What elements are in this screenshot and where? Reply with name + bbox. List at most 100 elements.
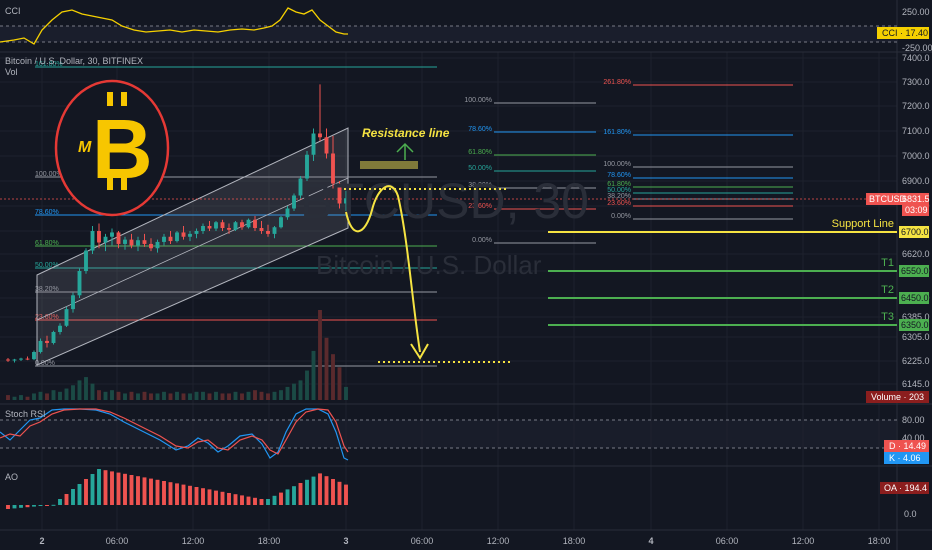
volume-bar <box>246 391 251 400</box>
volume-bar <box>129 391 134 400</box>
ao-tick: 0.0 <box>904 509 917 519</box>
candle-body <box>240 222 244 228</box>
fib-level-label: 23.60% <box>35 314 59 321</box>
time-tick-label: 3 <box>343 536 348 546</box>
volume-bar <box>149 393 153 400</box>
ao-bar <box>155 479 160 505</box>
price-tick-label: 7400.0 <box>902 53 930 63</box>
time-tick-label: 06:00 <box>716 536 739 546</box>
cci-title: CCI <box>5 6 21 16</box>
ao-bar <box>45 505 49 506</box>
candle-body <box>253 219 257 228</box>
current-price-value: 6831.5 <box>902 194 930 204</box>
price-tick-label: 6620.0 <box>902 249 930 259</box>
candle-body <box>103 236 108 243</box>
time-tick-label: 12:00 <box>487 536 510 546</box>
price-tick-label: 6305.0 <box>902 332 930 342</box>
fib-retracement-middle[interactable]: 100.00% 78.60% 61.80% 50.00% 38.20% 23.60% 0.0… <box>464 97 596 244</box>
ao-bar <box>181 484 186 505</box>
ao-bar <box>142 477 147 505</box>
t2-price-tag <box>899 292 929 304</box>
fib-level-label: 61.80% <box>468 149 492 156</box>
ao-bar <box>6 505 10 509</box>
volume-bar <box>168 393 173 400</box>
candle-body <box>97 231 101 243</box>
resistance-zone[interactable] <box>360 161 418 169</box>
volume-bar <box>240 393 244 400</box>
ao-bar <box>136 476 140 505</box>
ao-bar <box>175 483 179 505</box>
regression-midline <box>36 177 349 321</box>
price-tick-label: 7000.0 <box>902 151 930 161</box>
fib-level-label: 50.00% <box>35 262 59 269</box>
candle-body <box>207 226 212 229</box>
candle-body <box>6 359 10 361</box>
volume-bar <box>298 380 303 400</box>
candle-body <box>71 295 75 310</box>
volume-bar <box>136 393 140 400</box>
t2-price-text: 6450.0 <box>901 293 929 303</box>
bitcoin-logo: M B <box>54 79 170 217</box>
stoch-k-tag <box>884 452 929 464</box>
ao-bar <box>337 481 342 505</box>
ao-bar <box>129 475 134 505</box>
volume-bar <box>64 388 69 400</box>
time-tick-label: 18:00 <box>868 536 891 546</box>
candle-body <box>142 240 147 244</box>
candle-body <box>298 178 303 196</box>
candle-body <box>110 232 114 237</box>
candle-body <box>233 222 238 230</box>
candle-body <box>38 340 43 352</box>
regression-channel[interactable] <box>36 127 349 366</box>
projection-path[interactable] <box>345 185 421 353</box>
fib-retracement-right[interactable]: 261.80% 161.80% 100.00% 78.60% 61.80%50.00%3… <box>603 79 793 220</box>
cci-tick: -250.00 <box>902 43 932 53</box>
price-tick-label: 7300.0 <box>902 77 930 87</box>
symbol-title: Bitcoin / U.S. Dollar, 30, BITFINEX <box>5 56 143 66</box>
volume-bar <box>194 391 199 400</box>
cci-value-text: CCI · 17.40 <box>882 28 928 38</box>
logo-m-letter: M <box>78 139 92 156</box>
volume-bar <box>97 390 101 400</box>
ao-bar <box>240 495 244 505</box>
candle-body <box>272 227 277 234</box>
ao-bar <box>90 474 95 505</box>
support-line-label: Support Line <box>832 218 894 230</box>
candle-body <box>25 358 30 360</box>
ao-title: AO <box>5 472 18 482</box>
candle-body <box>77 271 82 296</box>
volume-bar <box>175 391 179 400</box>
volume-bar <box>311 350 316 400</box>
volume-bar <box>58 391 62 400</box>
projection-arrowhead <box>410 343 429 360</box>
ao-bar <box>214 490 218 505</box>
fib-level-label: 50.00% <box>468 165 492 172</box>
fib-level-label: 100.00% <box>35 171 63 178</box>
time-axis[interactable]: 2 06:00 12:00 18:00 3 06:00 12:00 18:00 4 06:00 12… <box>39 536 890 546</box>
candle-body <box>123 239 127 244</box>
candle-body <box>324 137 329 154</box>
volume-bar <box>181 393 186 400</box>
ao-bar <box>110 471 114 505</box>
ao-bar <box>292 486 296 505</box>
ao-bar <box>266 499 270 505</box>
ao-bar <box>149 478 153 505</box>
ao-bar <box>168 482 173 505</box>
ao-bar <box>207 489 212 505</box>
target-label-t2: T2 <box>881 284 894 296</box>
fib-level-label: 0.00% <box>611 213 631 220</box>
volume-bar <box>12 396 17 400</box>
time-tick-label: 06:00 <box>411 536 434 546</box>
candle-body <box>266 231 270 234</box>
cci-line <box>0 7 348 45</box>
countdown-text: 03:09 <box>905 205 928 215</box>
volume-bar <box>110 390 114 400</box>
candle-body <box>331 153 335 184</box>
candle-body <box>220 222 225 228</box>
logo-bar <box>107 176 113 190</box>
candle-body <box>214 222 218 229</box>
price-tick-label: 7200.0 <box>902 101 930 111</box>
ao-value-tag <box>880 482 929 494</box>
ao-bar <box>305 479 309 505</box>
